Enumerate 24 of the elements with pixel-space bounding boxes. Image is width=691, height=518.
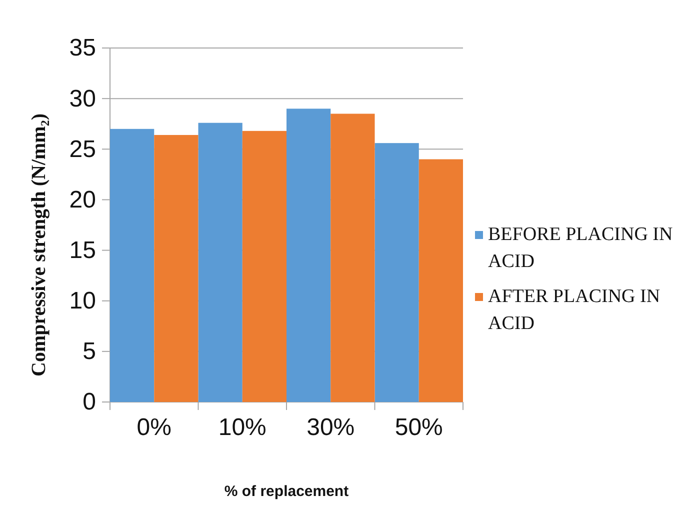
x-tick-label: 30% xyxy=(306,414,355,442)
y-tick-label: 30 xyxy=(69,85,96,112)
y-axis-title: Compressive strength (N/mm₂) xyxy=(28,114,50,376)
bar xyxy=(286,108,331,402)
x-tick-label: 0% xyxy=(136,414,172,442)
x-tick-label: 10% xyxy=(218,414,266,442)
bar xyxy=(418,159,463,402)
y-tick-label: 20 xyxy=(69,186,96,214)
x-axis-title: % of replacement xyxy=(224,483,349,500)
bar xyxy=(198,122,242,402)
y-tick-label: 0 xyxy=(82,388,96,416)
y-tick-label: 15 xyxy=(69,236,96,264)
legend-label: BEFORE PLACING IN ACID xyxy=(488,224,674,272)
bar xyxy=(330,114,375,402)
bar xyxy=(374,143,419,402)
y-tick-label: 35 xyxy=(69,34,96,62)
y-tick-label: 25 xyxy=(69,136,96,163)
legend-label: AFTER PLACING IN ACID xyxy=(488,286,660,334)
y-tick-label: 10 xyxy=(69,288,96,315)
x-tick-label: 50% xyxy=(394,414,443,442)
bar xyxy=(242,130,286,402)
bar xyxy=(154,134,198,402)
bar xyxy=(110,128,154,402)
y-tick-label: 5 xyxy=(82,338,96,366)
